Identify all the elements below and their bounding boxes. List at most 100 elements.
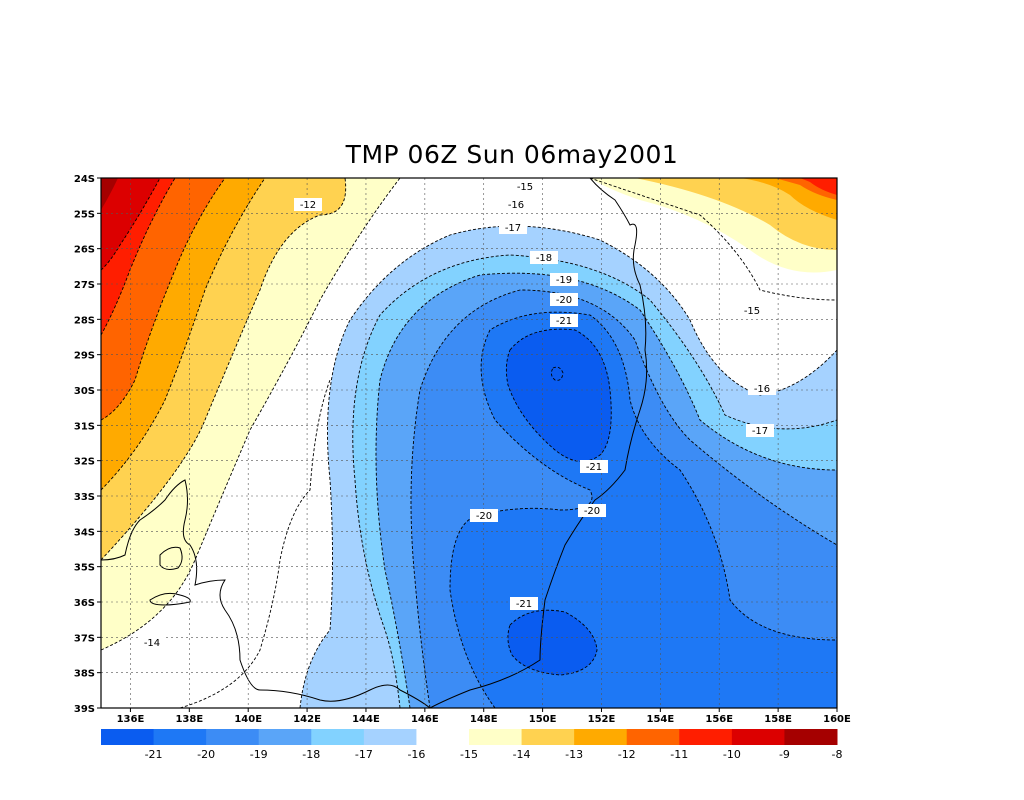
lon-tick-label: 150E	[529, 714, 557, 725]
contour-labels: -15 -16 -17 -18 -19 -20 -21 -12 -15 -16 …	[138, 180, 776, 649]
lon-tick-label: 158E	[764, 714, 792, 725]
contour-label: -15	[738, 304, 766, 317]
lat-tick-label: 32S	[74, 457, 95, 468]
lon-tick-label: 156E	[705, 714, 733, 725]
svg-text:-17: -17	[505, 223, 521, 234]
lat-tick-label: 38S	[74, 669, 95, 680]
svg-text:-21: -21	[586, 462, 602, 473]
contour-label: -21	[550, 314, 578, 327]
lat-tick-label: 29S	[74, 351, 95, 362]
colorbar-swatch	[153, 729, 207, 745]
lat-tick-label: 36S	[74, 598, 95, 609]
map-title: TMP 06Z Sun 06may2001	[345, 140, 679, 169]
colorbar-swatch	[363, 729, 417, 745]
contour-label: -20	[578, 504, 606, 517]
svg-text:-15: -15	[744, 306, 760, 317]
colorbar-label: -9	[779, 748, 790, 761]
lon-tick-label: 146E	[411, 714, 439, 725]
lat-tick-label: 37S	[74, 633, 95, 644]
svg-text:-21: -21	[516, 599, 532, 610]
lat-tick-label: 30S	[74, 386, 95, 397]
colorbar-label: -15	[460, 748, 478, 761]
lat-tick-label: 26S	[74, 245, 95, 256]
lat-tick-label: 39S	[74, 704, 95, 715]
svg-text:-19: -19	[556, 275, 572, 286]
svg-text:-16: -16	[508, 200, 524, 211]
lat-tick-label: 24S	[74, 174, 95, 185]
lat-tick-label: 27S	[74, 280, 95, 291]
contour-label: -21	[580, 460, 608, 473]
contour-lines	[101, 178, 837, 708]
lon-tick-label: 160E	[823, 714, 851, 725]
coastline	[101, 178, 648, 708]
colorbar-swatch	[521, 729, 575, 745]
band-minus21-north	[506, 329, 612, 462]
contour-label: -18	[530, 251, 558, 264]
colorbar-label: -18	[302, 748, 320, 761]
lon-tick-label: 152E	[588, 714, 616, 725]
svg-text:-20: -20	[476, 511, 492, 522]
svg-text:-18: -18	[536, 253, 552, 264]
svg-text:-15: -15	[517, 182, 533, 193]
colorbar-swatch	[626, 729, 680, 745]
lon-tick-label: 148E	[470, 714, 498, 725]
colorbar-swatch	[784, 729, 838, 745]
contour-label: -16	[748, 382, 776, 395]
contour-label: -15	[511, 180, 539, 193]
colorbar-label: -20	[197, 748, 215, 761]
lat-tick-label: 35S	[74, 563, 95, 574]
colorbar-swatch	[311, 729, 365, 745]
contour-label: -21	[510, 597, 538, 610]
lat-tick-label: 25S	[74, 209, 95, 220]
colorbar-label: -8	[832, 748, 843, 761]
colorbar-swatch	[206, 729, 260, 745]
colorbar-swatch	[416, 729, 470, 745]
svg-text:-20: -20	[556, 295, 572, 306]
band-minus8	[101, 178, 118, 210]
colorbar-swatch	[731, 729, 785, 745]
colorbar-label: -11	[670, 748, 688, 761]
svg-text:-20: -20	[584, 506, 600, 517]
svg-text:-21: -21	[556, 316, 572, 327]
svg-text:-17: -17	[752, 426, 768, 437]
contour-label: -17	[746, 424, 774, 437]
map-plot	[101, 178, 837, 708]
colorbar-label: -12	[618, 748, 636, 761]
band-ne-minus13	[635, 178, 837, 250]
colorbar-swatch	[101, 729, 155, 745]
colorbar-label: -10	[723, 748, 741, 761]
colorbar-swatch	[469, 729, 523, 745]
lon-tick-label: 144E	[352, 714, 380, 725]
colorbar-label: -14	[513, 748, 531, 761]
contour-label: -14	[138, 636, 166, 649]
colorbar-label: -19	[250, 748, 268, 761]
lat-tick-label: 33S	[74, 492, 95, 503]
contour-label: -12	[294, 198, 322, 211]
svg-text:-12: -12	[300, 200, 316, 211]
colorbar-label: -17	[355, 748, 373, 761]
contour-label: -20	[550, 293, 578, 306]
colorbar-label: -21	[145, 748, 163, 761]
lon-tick-label: 138E	[175, 714, 203, 725]
svg-text:-14: -14	[144, 638, 160, 649]
contour-label: -20	[470, 509, 498, 522]
colorbar-swatch	[574, 729, 628, 745]
contour-label: -17	[499, 221, 527, 234]
lat-tick-label: 31S	[74, 421, 95, 432]
band-minus21-south	[507, 610, 597, 675]
colorbar: -21 -20 -19 -18 -17 -16 -15 -14 -13 -12 -11 -10 -9 -8	[101, 729, 842, 761]
colorbar-swatch	[258, 729, 312, 745]
band-ne-minus10	[800, 178, 837, 195]
lon-tick-label: 140E	[234, 714, 262, 725]
lon-tick-label: 142E	[293, 714, 321, 725]
lat-tick-label: 28S	[74, 315, 95, 326]
graticule	[101, 178, 837, 708]
colorbar-label: -13	[565, 748, 583, 761]
lon-tick-label: 136E	[117, 714, 145, 725]
lon-axis: 136E 138E 140E 142E 144E 146E 148E 150E 152E 154E…	[117, 708, 851, 725]
colorbar-label: -16	[407, 748, 425, 761]
contour-label: -19	[550, 273, 578, 286]
colorbar-swatch	[679, 729, 733, 745]
svg-text:-16: -16	[754, 384, 770, 395]
